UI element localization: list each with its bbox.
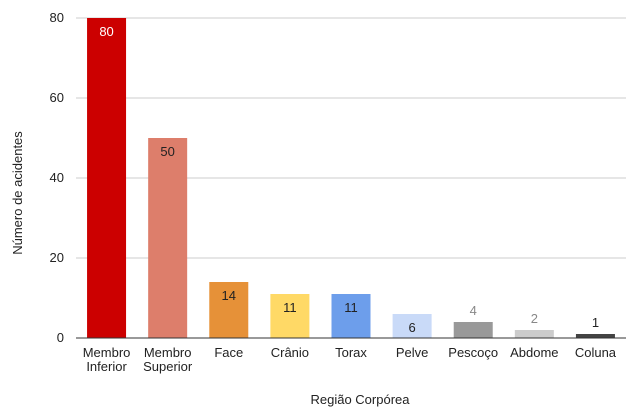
x-tick-label: Membro Superior [143,345,193,374]
bar [453,322,493,338]
data-label: 11 [283,300,297,315]
bar [270,294,310,338]
x-tick-label: Crânio [271,345,309,360]
data-label: 14 [222,288,236,303]
data-label: 6 [408,320,415,335]
y-tick-label: 80 [50,10,64,25]
data-label: 1 [592,315,599,330]
bar [148,138,188,338]
data-label: 50 [160,144,174,159]
bar [209,282,249,338]
x-tick-label: Face [214,345,243,360]
bar [87,18,127,338]
x-axis-categories: Membro Inferior Membro Superior Face Crânio To… [83,345,617,374]
bar [575,334,615,338]
y-axis-title: Número de acidentes [10,131,25,255]
bar [331,294,371,338]
x-axis-title: Região Corpórea [310,392,410,407]
bars [87,18,615,338]
y-axis-ticks: 0 20 40 60 80 [50,10,64,345]
y-tick-label: 20 [50,250,64,265]
y-tick-label: 0 [57,330,64,345]
data-label: 2 [531,311,538,326]
x-tick-label: Pelve [396,345,429,360]
data-label: 80 [99,24,113,39]
x-tick-label: Membro Inferior [83,345,131,374]
y-tick-label: 60 [50,90,64,105]
x-tick-label: Coluna [575,345,617,360]
x-tick-label: Torax [335,345,367,360]
data-labels: 80 50 14 11 11 6 4 2 1 [99,24,599,335]
bar [514,330,554,338]
y-tick-label: 40 [50,170,64,185]
x-tick-label: Pescoço [448,345,498,360]
data-label: 4 [470,303,477,318]
data-label: 11 [344,300,358,315]
x-tick-label: Abdome [510,345,558,360]
bar [392,314,432,338]
